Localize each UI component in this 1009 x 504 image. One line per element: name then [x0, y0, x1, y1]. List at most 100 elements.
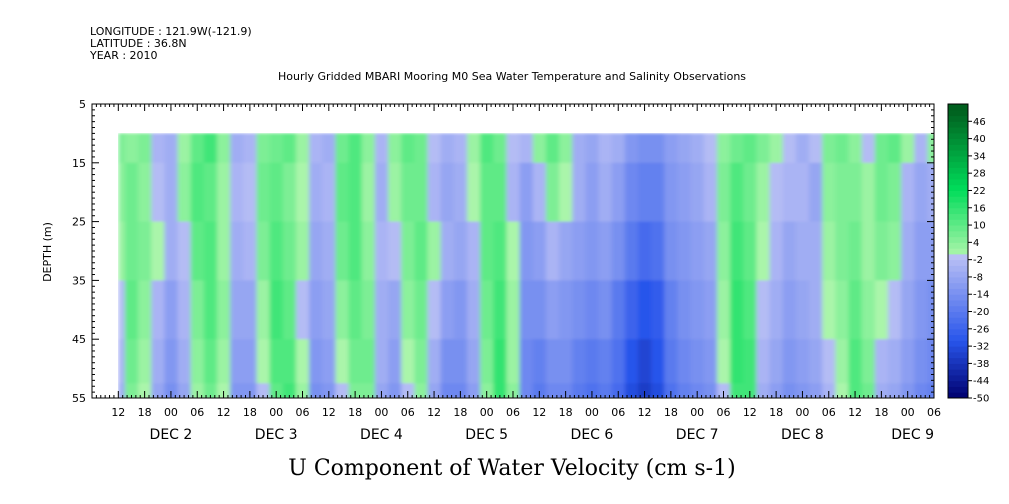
- x-hour-label: 06: [611, 406, 625, 419]
- x-hour-label: 18: [559, 406, 573, 419]
- x-hour-label: 06: [927, 406, 941, 419]
- colorbar-label: 34: [973, 151, 986, 162]
- heatmap-cell: [453, 280, 468, 340]
- x-day-label: DEC 9: [891, 427, 934, 443]
- x-day-label: DEC 6: [571, 427, 614, 443]
- heatmap-cell: [177, 383, 192, 398]
- heatmap-cell: [230, 162, 245, 223]
- heatmap-cell: [756, 133, 771, 164]
- heatmap-cell: [809, 339, 823, 385]
- colorbar-swatch: [948, 150, 968, 157]
- heatmap-cell: [309, 133, 324, 164]
- x-hour-label: 12: [217, 406, 231, 419]
- heatmap-cell: [637, 339, 652, 385]
- colorbar-swatch: [948, 196, 968, 203]
- colorbar-swatch: [948, 334, 968, 341]
- heatmap-cell: [519, 383, 534, 398]
- colorbar-swatch: [948, 271, 968, 278]
- heatmap-cell: [230, 133, 245, 164]
- heatmap-cell: [822, 162, 837, 223]
- heatmap-cell: [440, 162, 455, 223]
- colorbar-swatch: [948, 207, 968, 215]
- heatmap-cell: [795, 162, 810, 223]
- heatmap-cell: [480, 221, 495, 282]
- colorbar-swatch: [948, 121, 968, 128]
- heatmap-cell: [453, 383, 468, 398]
- heatmap-cell: [822, 339, 837, 385]
- heatmap-cell: [598, 383, 613, 398]
- colorbar-swatch: [948, 219, 968, 226]
- x-hour-label: 18: [348, 406, 362, 419]
- heatmap-cell: [769, 221, 784, 282]
- heatmap-cell: [151, 280, 166, 340]
- heatmap-cell: [611, 221, 626, 282]
- heatmap-cell: [295, 162, 310, 223]
- heatmap-cell: [309, 162, 324, 223]
- heatmap-cell: [690, 383, 705, 398]
- heatmap-cell: [637, 162, 652, 223]
- heatmap-cell: [118, 280, 126, 340]
- heatmap-cell: [572, 221, 587, 282]
- colorbar-swatch: [948, 259, 968, 266]
- colorbar-swatch: [948, 127, 968, 134]
- heatmap-cell: [440, 221, 455, 282]
- heatmap-cell: [138, 162, 153, 223]
- heatmap-cell: [559, 280, 574, 340]
- x-hour-label: 18: [874, 406, 888, 419]
- heatmap-cell: [677, 162, 692, 223]
- heatmap-cell: [795, 221, 810, 282]
- heatmap-cell: [243, 221, 258, 282]
- heatmap-cell: [532, 339, 547, 385]
- heatmap-cell: [848, 339, 863, 385]
- heatmap-cell: [809, 383, 823, 398]
- heatmap-cell: [216, 280, 231, 340]
- heatmap-cell: [322, 280, 337, 340]
- heatmap-cell: [624, 280, 639, 340]
- heatmap-cell: [624, 133, 639, 164]
- heatmap-cell: [782, 280, 797, 340]
- heatmap-cell: [427, 280, 442, 340]
- heatmap-cell: [703, 339, 718, 385]
- colorbar-swatch: [948, 328, 968, 336]
- heatmap-cell: [664, 339, 679, 385]
- heatmap-cell: [756, 280, 771, 340]
- heatmap-cell: [282, 383, 297, 398]
- heatmap-cell: [282, 133, 297, 164]
- heatmap-cell: [361, 133, 376, 164]
- heatmap-cell: [374, 221, 389, 282]
- heatmap-cell: [493, 133, 508, 164]
- heatmap-cell: [756, 162, 771, 223]
- heatmap-cell: [730, 383, 745, 398]
- heatmap-cell: [716, 339, 731, 385]
- heatmap-cell: [427, 339, 442, 385]
- heatmap-cell: [861, 339, 876, 385]
- heatmap-cell: [427, 383, 442, 398]
- colorbar-swatch: [948, 294, 968, 301]
- heatmap-cell: [769, 133, 784, 164]
- heatmap-cell: [835, 162, 850, 223]
- heatmap-cell: [822, 133, 837, 164]
- heatmap-cell: [295, 339, 310, 385]
- colorbar-label: 10: [973, 221, 986, 232]
- heatmap-cell: [795, 383, 810, 398]
- latitude-label: LATITUDE : 36.8N: [90, 37, 187, 50]
- heatmap-cell: [190, 221, 205, 282]
- heatmap-cell: [782, 221, 797, 282]
- colorbar-swatch: [948, 242, 968, 249]
- colorbar-label: 28: [973, 169, 986, 180]
- heatmap-cell: [138, 133, 153, 164]
- heatmap-cell: [914, 221, 929, 282]
- heatmap-cell: [164, 162, 179, 223]
- heatmap-cell: [295, 280, 310, 340]
- heatmap-cell: [598, 221, 613, 282]
- x-hour-label: 18: [138, 406, 152, 419]
- colorbar-swatch: [948, 386, 968, 393]
- heatmap-cell: [230, 221, 245, 282]
- heatmap-cell: [651, 339, 666, 385]
- heatmap-cell: [637, 280, 652, 340]
- heatmap-cell: [835, 280, 850, 340]
- heatmap-cell: [322, 162, 337, 223]
- heatmap-cell: [480, 280, 495, 340]
- colorbar-swatch: [948, 132, 968, 140]
